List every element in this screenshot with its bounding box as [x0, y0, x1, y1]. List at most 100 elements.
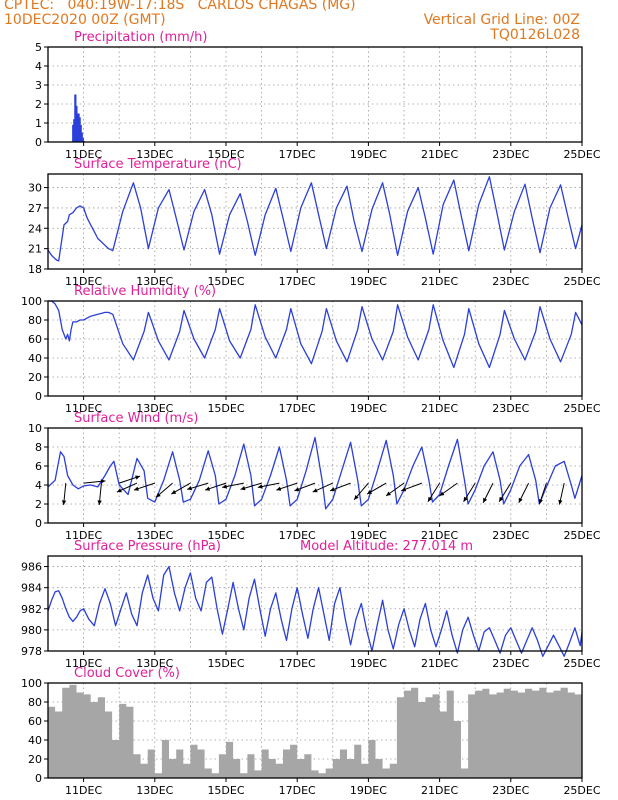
wind-arrow: [385, 482, 405, 497]
x-tick-label: 15DEC: [207, 657, 244, 670]
wind-arrow-head: [222, 484, 228, 489]
wind-arrow: [222, 482, 244, 489]
x-tick-label: 21DEC: [421, 784, 458, 797]
x-tick-label: 25DEC: [563, 148, 600, 161]
humidity-title: Relative Humidity (%): [74, 284, 216, 299]
wind-arrow: [276, 482, 298, 491]
x-tick-label: 23DEC: [492, 529, 529, 542]
wind-arrow: [240, 482, 262, 491]
x-tick-label: 25DEC: [563, 657, 600, 670]
x-tick-label: 23DEC: [492, 402, 529, 415]
wind-arrow: [366, 482, 387, 495]
cloud-frame: [47, 682, 583, 779]
temperature-frame: [47, 173, 583, 270]
precip-frame: [47, 46, 583, 143]
wind-arrow-head: [330, 487, 335, 492]
y-tick-label: 982: [21, 603, 42, 616]
y-tick-label: 60: [28, 715, 42, 728]
wind-arrow: [116, 482, 138, 493]
humidity-panel: 0 20 40 60 80 100 11DEC 13DEC 15DEC 17DEC 19DEC 21D…: [21, 284, 601, 415]
y-tick-label: 80: [28, 314, 42, 327]
wind-arrow-head: [135, 475, 141, 480]
wind-arrow: [257, 482, 280, 489]
wind-arrow-head: [499, 496, 504, 502]
x-tick-label: 21DEC: [421, 529, 458, 542]
y-tick-label: 10: [28, 422, 42, 435]
wind-arrow-head: [240, 486, 246, 491]
wind-arrow: [312, 482, 334, 493]
x-tick-label: 23DEC: [492, 275, 529, 288]
x-tick-label: 25DEC: [563, 275, 600, 288]
wind-arrow-head: [401, 487, 407, 492]
wind-arrow-head: [427, 496, 433, 502]
wind-arrow-head: [483, 497, 488, 503]
y-tick-label: 4: [35, 479, 42, 492]
wind-arrow: [482, 482, 494, 504]
y-tick-label: 100: [21, 677, 42, 690]
y-tick-label: 24: [28, 222, 42, 235]
y-tick-label: 40: [28, 352, 42, 365]
wind-arrow-head: [386, 491, 391, 496]
x-tick-label: 21DEC: [421, 657, 458, 670]
wind-arrow: [97, 483, 102, 506]
x-tick-label: 17DEC: [279, 784, 316, 797]
x-tick-label: 17DEC: [279, 402, 316, 415]
x-tick-label: 21DEC: [421, 402, 458, 415]
x-tick-label: 15DEC: [207, 529, 244, 542]
y-tick-label: 27: [28, 202, 42, 215]
y-tick-label: 1: [35, 117, 42, 130]
y-tick-label: 3: [35, 79, 42, 92]
wind-arrow-head: [205, 486, 211, 491]
y-tick-label: 4: [35, 60, 42, 73]
wind-arrow: [401, 482, 422, 492]
wind-arrow: [119, 475, 141, 484]
x-tick-label: 17DEC: [279, 275, 316, 288]
cloud-panel: 0 20 40 60 80 100 11DEC 13DEC 15DEC 17DEC 19DEC 21D…: [21, 666, 601, 797]
y-tick-label: 80: [28, 696, 42, 709]
y-tick-label: 20: [28, 753, 42, 766]
wind-arrow: [427, 482, 441, 503]
x-tick-label: 17DEC: [279, 529, 316, 542]
pressure-title: Surface Pressure (hPa): [74, 539, 221, 554]
y-tick-label: 100: [21, 295, 42, 308]
wind-arrow-head: [61, 500, 67, 505]
temperature-title: Surface Temperature (nC): [74, 157, 242, 172]
x-tick-label: 17DEC: [279, 657, 316, 670]
wind-arrow: [439, 482, 458, 497]
x-tick-label: 19DEC: [350, 784, 387, 797]
header-date-line: 10DEC2020 00Z (GMT): [4, 12, 166, 28]
wind-title: Surface Wind (m/s): [74, 411, 198, 426]
wind-arrow: [204, 482, 227, 491]
y-tick-label: 20: [28, 371, 42, 384]
wind-arrow-head: [257, 484, 263, 489]
wind-arrow-head: [100, 479, 106, 484]
x-tick-label: 19DEC: [350, 148, 387, 161]
wind-arrow-head: [294, 487, 300, 492]
x-tick-label: 13DEC: [136, 784, 173, 797]
wind-arrow: [83, 479, 106, 484]
y-tick-label: 60: [28, 333, 42, 346]
x-tick-label: 13DEC: [136, 275, 173, 288]
header-grid-note: Vertical Grid Line: 00Z: [423, 12, 580, 28]
wind-arrow: [558, 482, 565, 505]
wind-arrow-head: [354, 495, 359, 500]
header-model-id: TQ0126L028: [490, 27, 580, 43]
x-tick-label: 19DEC: [350, 402, 387, 415]
x-tick-label: 11DEC: [65, 657, 102, 670]
pressure-panel: 978 980 982 984 986 11DEC 13DEC 15DEC 17DEC 19DEC…: [21, 539, 601, 670]
wind-arrow-head: [518, 497, 523, 503]
wind-arrow: [329, 482, 351, 492]
wind-arrow: [498, 482, 512, 503]
y-tick-label: 978: [21, 645, 42, 658]
wind-arrow: [171, 482, 191, 495]
precip-panel: 0 1 2 3 4 5 11DEC 13DEC 15DEC 17DEC 19DEC 21DEC 23DE…: [35, 30, 601, 161]
y-tick-label: 2: [35, 98, 42, 111]
x-tick-label: 15DEC: [207, 148, 244, 161]
x-tick-label: 19DEC: [350, 529, 387, 542]
x-tick-label: 25DEC: [563, 402, 600, 415]
x-tick-label: 11DEC: [65, 148, 102, 161]
x-tick-label: 21DEC: [421, 275, 458, 288]
wind-line: [47, 436, 583, 510]
wind-arrow-head: [367, 489, 373, 494]
